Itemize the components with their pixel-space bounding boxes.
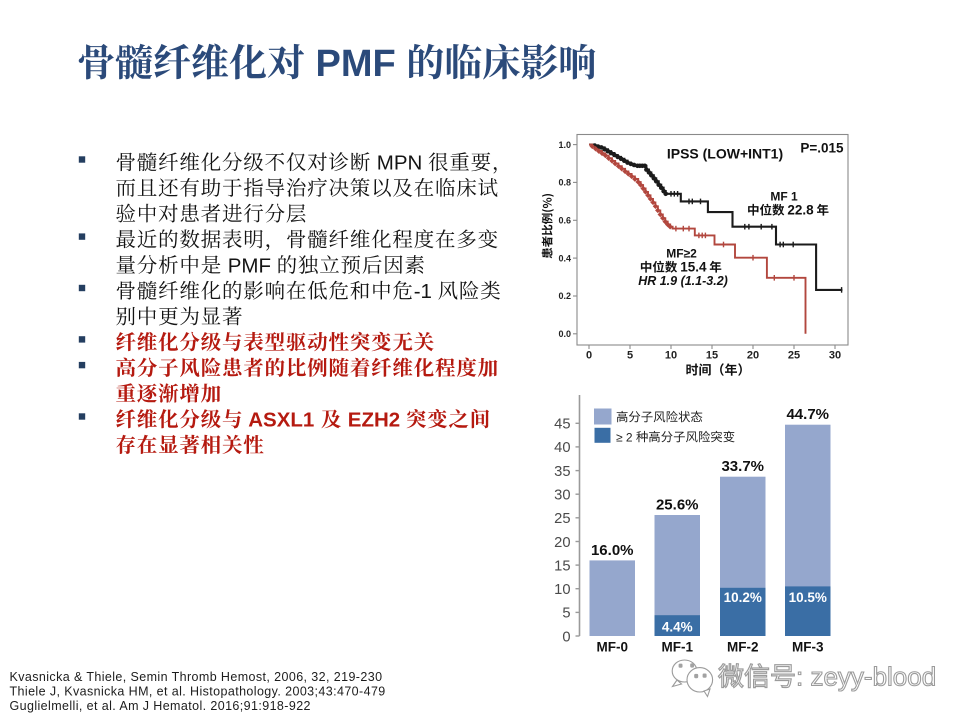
svg-text:EZH2: EZH2 bbox=[342, 409, 406, 432]
svg-text:10: 10 bbox=[554, 582, 570, 598]
svg-text:0.2: 0.2 bbox=[558, 291, 571, 301]
svg-text:MF-0: MF-0 bbox=[597, 639, 629, 654]
svg-text:15.4: 15.4 bbox=[680, 260, 707, 275]
svg-text:40: 40 bbox=[554, 440, 570, 456]
svg-text:0.6: 0.6 bbox=[558, 216, 571, 226]
svg-text:15: 15 bbox=[554, 558, 570, 574]
svg-text:MPN: MPN bbox=[371, 152, 428, 175]
svg-text:25: 25 bbox=[554, 511, 570, 527]
svg-text:1.0: 1.0 bbox=[558, 140, 571, 150]
svg-text:22.8: 22.8 bbox=[787, 203, 814, 218]
svg-text:0.8: 0.8 bbox=[558, 178, 571, 188]
svg-text:20: 20 bbox=[747, 350, 759, 362]
svg-text:10: 10 bbox=[665, 350, 677, 362]
svg-text:44.7%: 44.7% bbox=[786, 406, 829, 423]
svg-text:ASXL1: ASXL1 bbox=[243, 409, 320, 432]
svg-text:HR 1.9 (1.1-3.2): HR 1.9 (1.1-3.2) bbox=[638, 274, 728, 288]
svg-text:5: 5 bbox=[562, 606, 570, 622]
svg-text:35: 35 bbox=[554, 464, 570, 480]
svg-text:25: 25 bbox=[788, 350, 800, 362]
svg-text:30: 30 bbox=[554, 488, 570, 504]
svg-text:20: 20 bbox=[554, 535, 570, 551]
svg-text:-1: -1 bbox=[414, 280, 438, 303]
svg-text:45: 45 bbox=[554, 417, 570, 433]
svg-text:MF-2: MF-2 bbox=[727, 639, 759, 654]
svg-text:P=.015: P=.015 bbox=[800, 141, 844, 156]
svg-text:Thiele J, Kvasnicka HM, et al.: Thiele J, Kvasnicka HM, et al. Histopath… bbox=[10, 684, 386, 698]
svg-text:MF-1: MF-1 bbox=[662, 639, 694, 654]
svg-text:Kvasnicka & Thiele, Semin Thro: Kvasnicka & Thiele, Semin Thromb Hemost,… bbox=[10, 670, 383, 684]
svg-text:25.6%: 25.6% bbox=[656, 497, 699, 514]
svg-text:0: 0 bbox=[562, 629, 570, 645]
svg-text:30: 30 bbox=[829, 350, 841, 362]
svg-text:10.2%: 10.2% bbox=[724, 590, 762, 605]
svg-text:PMF: PMF bbox=[305, 43, 406, 85]
svg-text:15: 15 bbox=[706, 350, 718, 362]
svg-text:0.4: 0.4 bbox=[558, 253, 571, 263]
svg-text:IPSS (LOW+INT1): IPSS (LOW+INT1) bbox=[667, 146, 783, 162]
svg-text:0.0: 0.0 bbox=[558, 329, 571, 339]
svg-text:MF≥2: MF≥2 bbox=[666, 247, 697, 261]
svg-text:MF 1: MF 1 bbox=[770, 190, 798, 204]
svg-text:5: 5 bbox=[627, 350, 633, 362]
svg-text:MF-3: MF-3 bbox=[792, 639, 824, 654]
svg-text:33.7%: 33.7% bbox=[721, 458, 764, 475]
svg-text:16.0%: 16.0% bbox=[591, 542, 634, 559]
svg-text:Guglielmelli, et al. Am J Hema: Guglielmelli, et al. Am J Hematol. 2016;… bbox=[10, 699, 311, 713]
svg-text:≥ 2: ≥ 2 bbox=[616, 430, 636, 444]
svg-text:0: 0 bbox=[586, 350, 592, 362]
svg-text:PMF: PMF bbox=[222, 254, 277, 277]
svg-text:4.4%: 4.4% bbox=[662, 620, 693, 635]
svg-text:10.5%: 10.5% bbox=[789, 590, 827, 605]
svg-text:: zeyy-blood: : zeyy-blood bbox=[796, 662, 936, 692]
